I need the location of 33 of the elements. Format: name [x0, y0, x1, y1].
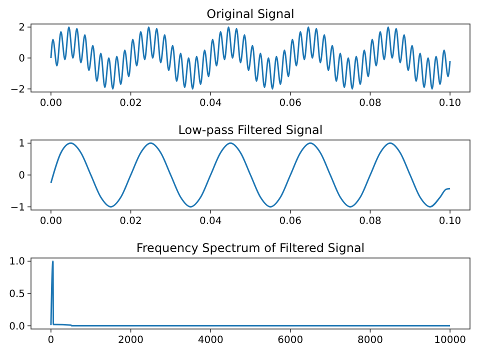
x-tick-label: 0.06: [279, 216, 302, 227]
line-series: [50, 142, 451, 208]
chart-title: Original Signal: [206, 7, 294, 21]
x-tick-label: 0.08: [359, 98, 382, 109]
chart-title: Low-pass Filtered Signal: [178, 123, 323, 137]
x-tick-label: 0.04: [199, 98, 222, 109]
x-tick-label: 10000: [434, 335, 466, 346]
x-tick-label: 8000: [358, 335, 383, 346]
line-series: [50, 260, 451, 327]
x-tick-label: 0.10: [438, 216, 462, 227]
chart-title: Frequency Spectrum of Filtered Signal: [136, 241, 365, 255]
y-tick-label: 2: [18, 22, 25, 34]
y-tick-label: 1.0: [9, 256, 25, 268]
x-tick-label: 0.02: [120, 216, 142, 227]
x-tick-label: 0.08: [359, 216, 382, 227]
y-tick-label: 0: [18, 170, 25, 182]
x-tick-label: 0.02: [120, 98, 142, 109]
y-tick-label: 0.0: [9, 321, 25, 332]
x-tick-label: 0.00: [40, 98, 62, 109]
line-series: [50, 26, 451, 90]
x-tick-label: 0.04: [199, 216, 222, 227]
y-tick-label: −2: [10, 84, 25, 96]
y-tick-label: 0: [18, 54, 25, 64]
y-tick-label: −1: [10, 202, 25, 214]
x-tick-label: 0: [48, 335, 54, 346]
x-tick-label: 0.10: [438, 98, 462, 109]
y-tick-label: 1: [18, 138, 25, 150]
y-tick-label: 0.5: [9, 289, 25, 300]
x-tick-label: 6000: [278, 335, 304, 346]
x-tick-label: 0.00: [40, 216, 62, 227]
x-tick-label: 0.06: [279, 98, 302, 109]
x-tick-label: 2000: [118, 335, 144, 346]
x-tick-label: 4000: [198, 335, 224, 346]
